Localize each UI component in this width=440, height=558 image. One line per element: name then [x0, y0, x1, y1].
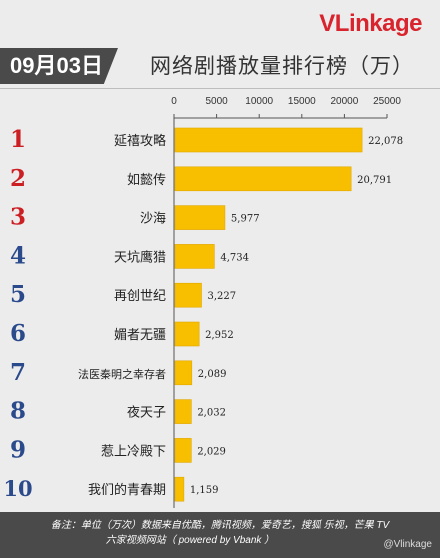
x-tick-label: 5000	[205, 96, 228, 107]
bar	[174, 321, 200, 347]
value-label: 2,952	[205, 330, 234, 341]
value-label: 4,734	[220, 252, 249, 263]
category-label: 如懿传	[127, 172, 166, 188]
value-label: 2,032	[197, 408, 226, 419]
date-badge: 09月03日	[0, 48, 118, 84]
value-label: 1,159	[190, 485, 219, 496]
value-label: 20,791	[357, 175, 392, 186]
bar	[174, 166, 352, 192]
value-label: 22,078	[368, 136, 403, 147]
category-label: 我们的青春期	[88, 482, 166, 498]
x-tick-label: 0	[171, 96, 177, 107]
category-label: 天坑鹰猎	[114, 249, 166, 265]
value-label: 3,227	[207, 291, 236, 302]
weibo-watermark: @Vlinkage	[383, 539, 432, 550]
bar	[174, 360, 193, 386]
rank-number: 7	[10, 359, 26, 386]
rank-number: 8	[10, 398, 26, 425]
bar	[174, 244, 215, 269]
bar-chart: 0 5000 10000 15000 20000 25000 1 延禧攻略 22,078 2 如懿传…	[3, 96, 403, 508]
rank-number: 6	[10, 320, 26, 347]
category-label: 再创世纪	[114, 289, 166, 304]
footer: 备注：单位（万次）数据来自优酷，腾讯视频，爱奇艺，搜狐 乐视，芒果 TV 六家视…	[0, 512, 440, 558]
chart-title: 网络剧播放量排行榜（万）	[150, 54, 414, 78]
category-label: 法医秦明之幸存者	[78, 367, 166, 381]
category-label: 媚者无疆	[114, 328, 166, 343]
bar	[174, 399, 192, 424]
value-label: 5,977	[231, 214, 260, 225]
header-divider	[0, 88, 440, 89]
rank-number: 10	[3, 476, 32, 501]
category-label: 夜天子	[127, 406, 166, 421]
rank-number: 9	[10, 436, 26, 463]
x-tick-label: 25000	[373, 96, 401, 107]
x-tick-label: 10000	[245, 96, 273, 107]
vlinkage-logo: VLinkage	[319, 10, 422, 37]
bar	[174, 127, 363, 153]
bar	[174, 205, 226, 230]
bar	[174, 282, 202, 308]
rank-number: 5	[10, 281, 26, 308]
x-tick-label: 20000	[330, 96, 358, 107]
rank-number: 4	[10, 242, 26, 269]
header: 09月03日 网络剧播放量排行榜（万）	[0, 48, 440, 88]
bar	[174, 476, 185, 502]
footer-note-line1: 备注：单位（万次）数据来自优酷，腾讯视频，爱奇艺，搜狐 乐视，芒果 TV	[50, 520, 390, 531]
rank-number: 2	[10, 165, 26, 192]
x-tick-label: 15000	[288, 96, 316, 107]
value-label: 2,089	[198, 369, 227, 380]
value-label: 2,029	[197, 446, 226, 457]
category-label: 延禧攻略	[114, 133, 166, 149]
rank-number: 3	[10, 204, 26, 231]
category-label: 惹上冷殿下	[101, 444, 166, 459]
rank-number: 1	[10, 126, 26, 153]
footer-note-line2: 六家视频网站（ powered by Vbank ）	[105, 535, 275, 546]
category-label: 沙海	[140, 212, 166, 227]
bar	[174, 438, 192, 463]
